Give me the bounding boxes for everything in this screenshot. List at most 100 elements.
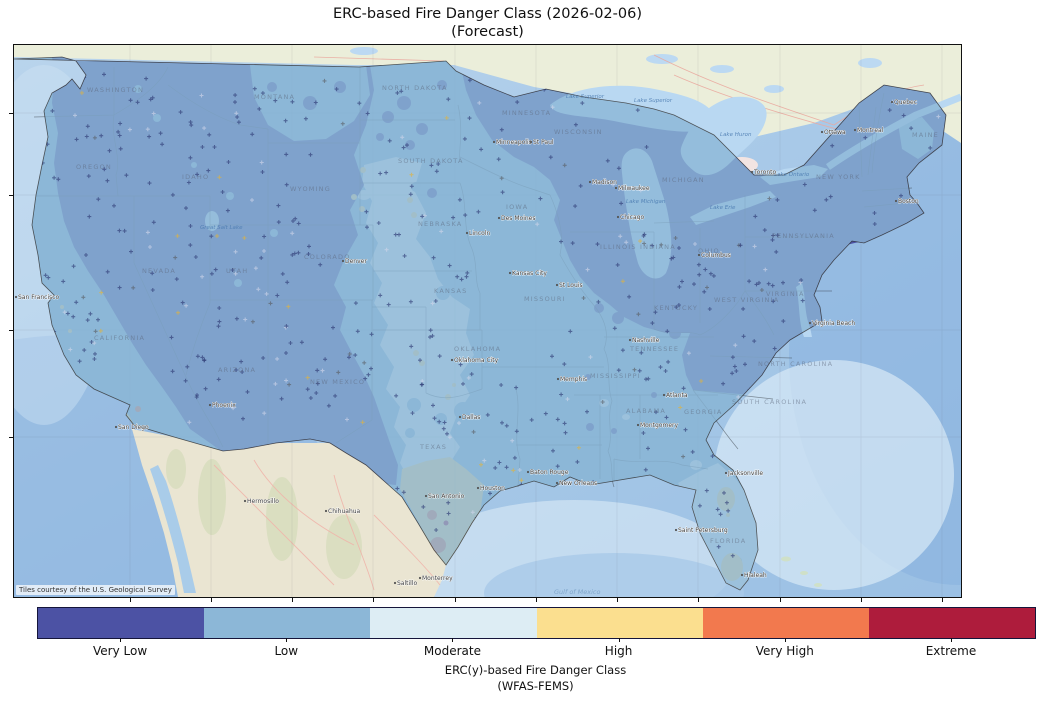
state-label: FLORIDA [710,537,746,545]
state-label: NORTH CAROLINA [758,360,833,368]
state-label: SOUTH CAROLINA [732,398,807,406]
city-label: Minneapolis [496,139,532,146]
city-label: Ottawa [824,129,846,136]
colorbar-label: High [604,644,633,658]
colorbar-label: Moderate [423,644,481,658]
state-label: INDIANA [640,243,676,251]
state-label: VIRGINIA [766,290,805,298]
lake-label: Lake Erie [710,205,736,211]
colorbar-caption-line2: (WFAS-FEMS) [497,679,574,693]
city-label: St Paul [533,139,554,146]
city-label: Lincoln [469,230,490,237]
city-label: Milwaukee [618,185,650,192]
lake-label: Lake Ontario [774,172,810,178]
city-labels: San Francisco San Diego Phoenix Denver Minne… [14,99,919,587]
city-label: Kansas City [512,270,547,277]
state-label: MISSOURI [524,295,566,303]
colorbar-segment-moderate [370,608,537,638]
city-label: Saltillo [397,580,418,587]
state-label: TENNESSEE [629,345,679,353]
city-label: Saint Petersburg [678,527,728,534]
state-label: SOUTH DAKOTA [398,157,464,165]
colorbar-caption-line1: ERC(y)-based Fire Danger Class [444,663,627,677]
colorbar-caption: ERC(y)-based Fire Danger Class (WFAS-FEM… [37,662,1034,694]
city-label: Virginia Beach [812,320,855,327]
chart-title-line1: ERC-based Fire Danger Class (2026-02-06) [332,6,642,22]
state-label: WYOMING [290,185,331,193]
state-label: TEXAS [419,443,447,451]
lake-name-labels: Lake Superior Lake Superior Lake Michigan L… [200,94,810,231]
city-label: Jacksonville [727,470,763,477]
city-label: Toronto [753,169,776,176]
city-label: Columbus [701,252,731,259]
map-attribution: Tiles courtesy of the U.S. Geological Su… [16,585,175,595]
state-label: WEST VIRGINIA [714,296,779,304]
state-label: KENTUCKY [654,304,698,312]
state-label: MISSISSIPPI [590,372,641,380]
state-label: WASHINGTON [87,86,144,94]
state-label: OKLAHOMA [454,345,501,353]
city-label: Phoenix [212,402,236,409]
colorbar-segment-extreme [868,608,1036,638]
lake-label: Great Salt Lake [200,225,243,231]
state-label: MINNESOTA [502,109,551,117]
chart-title: ERC-based Fire Danger Class (2026-02-06)… [14,5,961,41]
city-label: Monterrey [422,575,453,582]
fire-danger-map: WASHINGTON OREGON IDAHO MONTANA WYOMING NEVAD… [14,45,961,597]
state-label: IDAHO [182,173,209,181]
lake-label: Lake Superior [566,94,605,100]
state-label: NEW MEXICO [310,378,365,386]
city-label: Quebec [894,99,917,106]
city-label: Montreal [857,127,884,134]
state-label: ALABAMA [626,407,666,415]
state-name-labels: WASHINGTON OREGON IDAHO MONTANA WYOMING NEVAD… [76,84,939,545]
city-label: Oklahoma City [454,357,499,364]
city-label: Baton Rouge [530,469,569,476]
state-label: KANSAS [434,287,467,295]
colorbar-segment-low [204,608,371,638]
colorbar-ticks [37,638,1034,643]
city-label: Houston [480,485,505,492]
colorbar-segment-very-low [38,608,205,638]
city-label: San Diego [118,424,149,431]
lake-label: Lake Superior [634,98,673,104]
state-label: OHIO [698,247,720,255]
state-label: MONTANA [254,93,295,101]
state-label: MAINE [912,131,939,139]
city-label: San Francisco [18,294,60,301]
lake-label: Lake Huron [720,132,752,138]
city-label: Denver [345,258,367,265]
map-canvas[interactable]: WASHINGTON OREGON IDAHO MONTANA WYOMING NEVAD… [13,44,962,598]
city-label: Montgomery [640,422,678,429]
city-label: New Orleans [559,480,597,487]
city-label: Memphis [560,376,587,383]
state-label: NORTH DAKOTA [382,84,448,92]
state-label: ARIZONA [218,366,256,374]
state-label: IOWA [506,203,528,211]
state-label: ILLINOIS [600,243,637,251]
state-label: COLORADO [304,253,351,261]
colorbar-class-labels: Very Low Low Moderate High Very High Extreme [37,644,1034,658]
colorbar-label: Extreme [925,644,977,658]
state-label: NEW YORK [816,173,861,181]
state-label: OREGON [76,163,112,171]
state-label: WISCONSIN [554,128,603,136]
colorbar-label: Low [274,644,299,658]
city-label: Boston [898,198,919,205]
city-label: Dallas [462,414,480,421]
city-label: Madison [592,179,617,186]
colorbar-label: Very Low [93,644,148,658]
bahamas-islands [781,556,822,587]
city-label: Hermosillo [247,498,279,505]
state-label: NEVADA [142,267,176,275]
city-label: Des Moines [501,215,535,222]
state-label: PENNSYLVANIA [772,232,835,240]
city-label: St Louis [559,282,583,289]
state-label: GEORGIA [684,408,723,416]
city-label: Atlanta [666,392,688,399]
state-label: NEBRASKA [418,220,462,228]
colorbar-label: Very High [755,644,814,658]
chart-title-line2: (Forecast) [451,24,524,40]
state-label: UTAH [226,267,248,275]
